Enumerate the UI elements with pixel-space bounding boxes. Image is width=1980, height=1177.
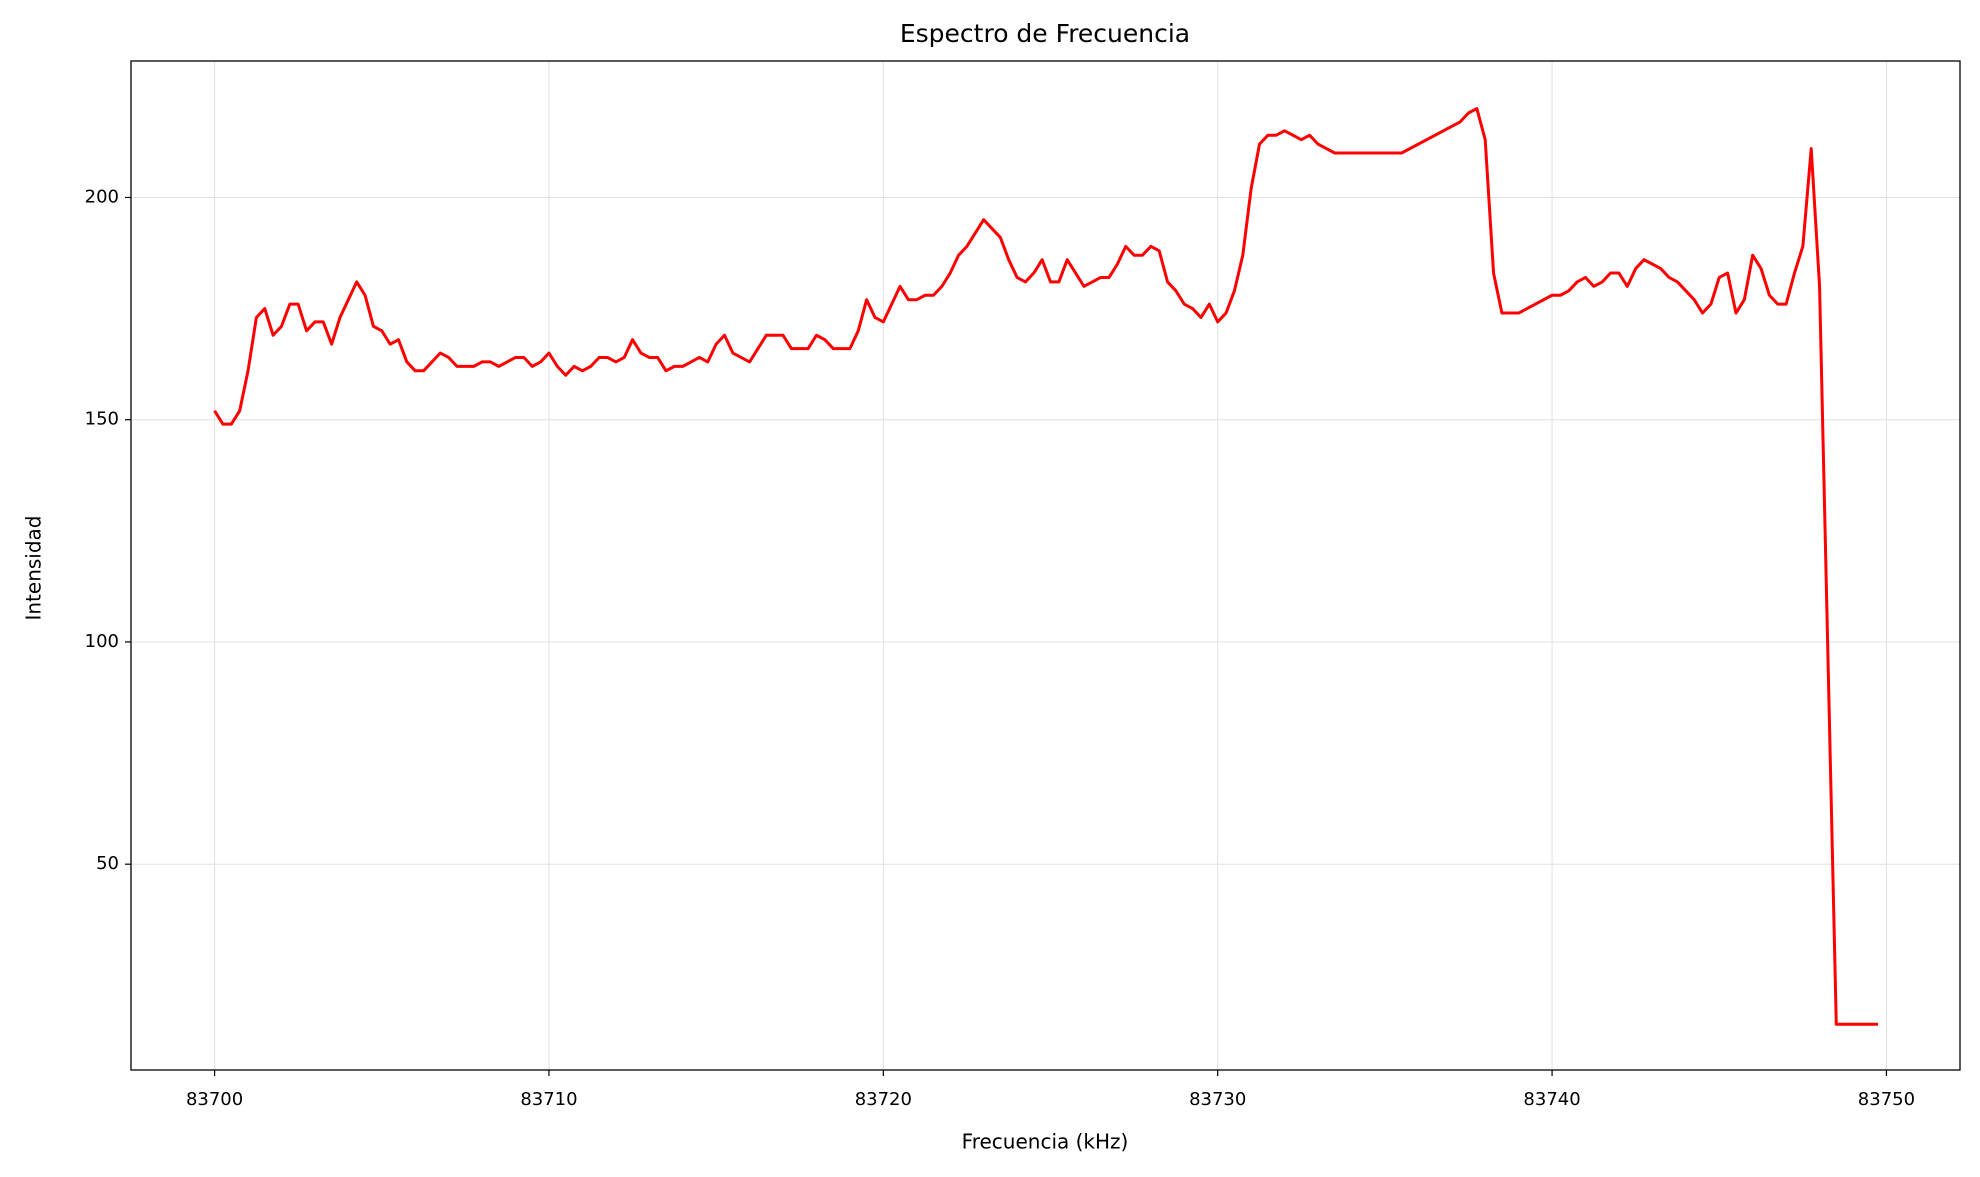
plot-frame xyxy=(130,60,1961,1071)
x-tick-label: 83750 xyxy=(1858,1089,1915,1110)
y-tick-label: 150 xyxy=(85,409,119,430)
data-line xyxy=(213,107,1879,1026)
x-tick-label: 83720 xyxy=(855,1089,912,1110)
y-tick-label: 200 xyxy=(85,186,119,207)
x-axis-label: Frecuencia (kHz) xyxy=(962,1130,1129,1154)
y-tick-label: 100 xyxy=(85,631,119,652)
chart-title: Espectro de Frecuencia xyxy=(900,19,1190,48)
y-tick-label: 50 xyxy=(96,853,119,874)
x-tick-label: 83740 xyxy=(1523,1089,1580,1110)
x-tick-label: 83700 xyxy=(186,1089,243,1110)
y-axis-label: Intensidad xyxy=(22,515,46,620)
x-tick-label: 83730 xyxy=(1189,1089,1246,1110)
x-tick-label: 83710 xyxy=(520,1089,577,1110)
